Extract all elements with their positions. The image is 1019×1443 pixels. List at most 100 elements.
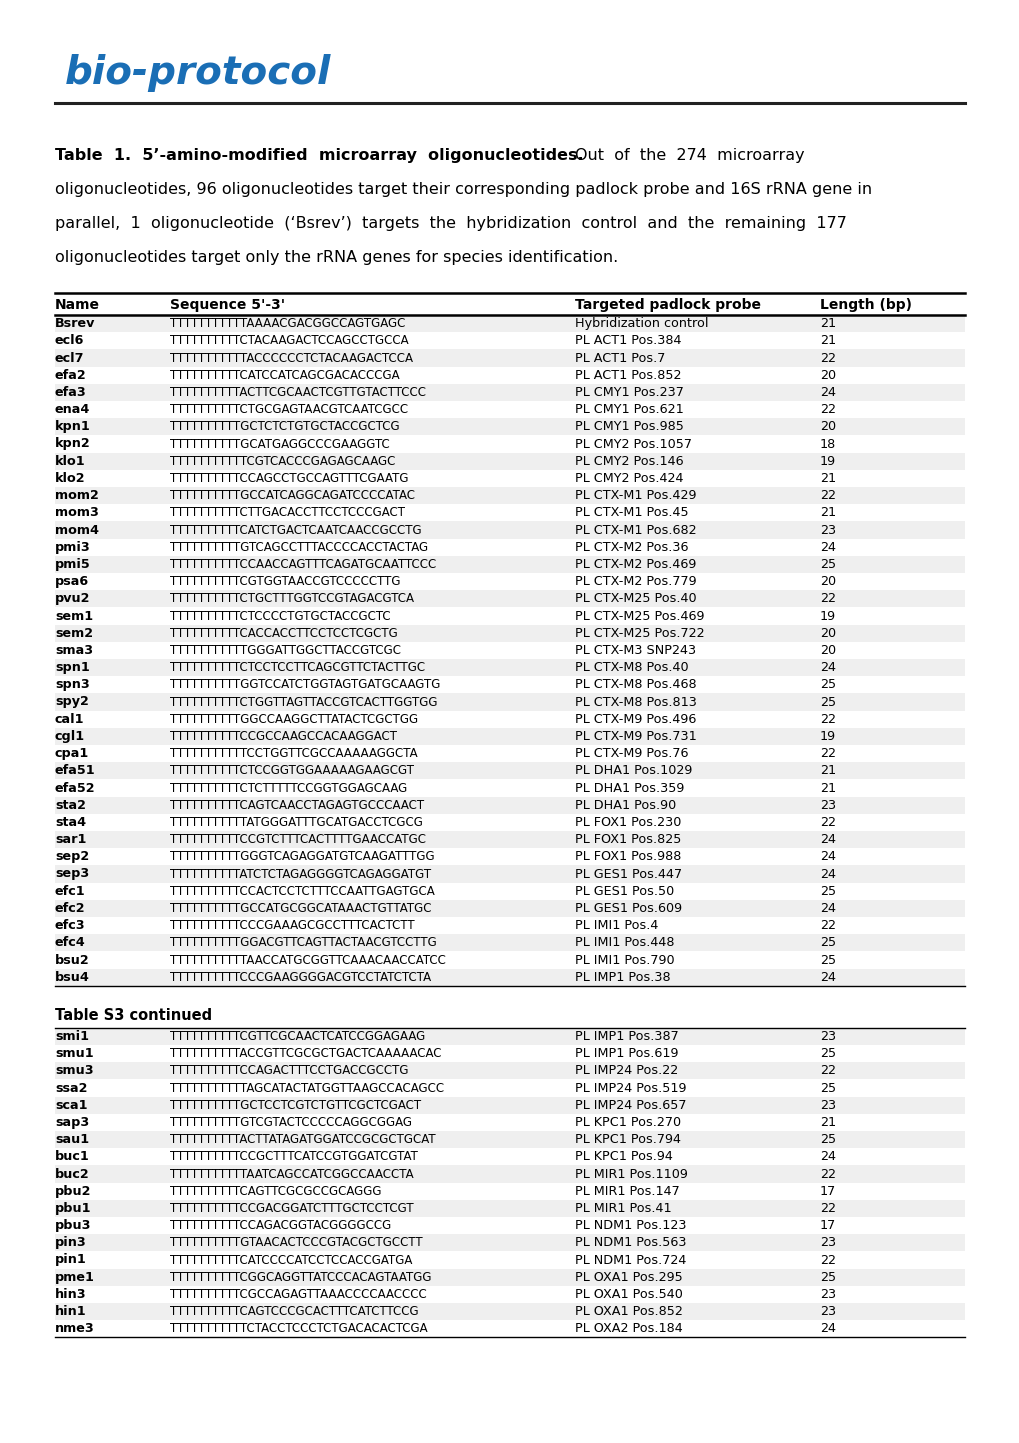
Text: PL CMY1 Pos.985: PL CMY1 Pos.985 [575,420,683,433]
Text: PL FOX1 Pos.230: PL FOX1 Pos.230 [575,815,681,828]
Bar [55,1166,964,1183]
Text: 20: 20 [819,420,836,433]
Bar [55,727,964,745]
Bar [55,590,964,608]
Text: TTTTTTTTTTGTCGTACTCCCCCAGGCGGAG: TTTTTTTTTTGTCGTACTCCCCCAGGCGGAG [170,1115,412,1128]
Text: TTTTTTTTTTCATCCCCATCCTCCACCGATGA: TTTTTTTTTTCATCCCCATCCTCCACCGATGA [170,1254,412,1267]
Text: buc1: buc1 [55,1150,90,1163]
Text: 22: 22 [819,713,836,726]
Text: TTTTTTTTTTCCAGACGGTACGGGGCCG: TTTTTTTTTTCCAGACGGTACGGGGCCG [170,1219,391,1232]
Text: kpn2: kpn2 [55,437,91,450]
Bar [55,762,964,779]
Text: PL ACT1 Pos.7: PL ACT1 Pos.7 [575,352,664,365]
Text: TTTTTTTTTTGGACGTTCAGTTACTAACGTCCTTG: TTTTTTTTTTGGACGTTCAGTTACTAACGTCCTTG [170,937,436,949]
Text: Table  1.  5’-amino-modified  microarray  oligonucleotides.: Table 1. 5’-amino-modified microarray ol… [55,149,583,163]
Text: mom4: mom4 [55,524,99,537]
Text: PL CMY1 Pos.237: PL CMY1 Pos.237 [575,385,683,398]
Text: 18: 18 [819,437,836,450]
Text: bio-protocol: bio-protocol [65,53,331,92]
Text: 24: 24 [819,541,836,554]
Text: TTTTTTTTTTCCAGACTTTCCTGACCGCCTG: TTTTTTTTTTCCAGACTTTCCTGACCGCCTG [170,1065,408,1078]
Text: 25: 25 [819,1048,836,1061]
Text: pbu1: pbu1 [55,1202,92,1215]
Text: TTTTTTTTTTTGGGATTGGCTTACCGTCGC: TTTTTTTTTTTGGGATTGGCTTACCGTCGC [170,644,400,657]
Text: PL IMP1 Pos.619: PL IMP1 Pos.619 [575,1048,678,1061]
Text: sep2: sep2 [55,850,90,863]
Text: TTTTTTTTTTTAATCAGCCATCGGCCAACCTA: TTTTTTTTTTTAATCAGCCATCGGCCAACCTA [170,1167,414,1180]
Text: PL CTX-M25 Pos.469: PL CTX-M25 Pos.469 [575,609,704,622]
Text: PL IMI1 Pos.448: PL IMI1 Pos.448 [575,937,674,949]
Text: 25: 25 [819,696,836,709]
Text: PL GES1 Pos.447: PL GES1 Pos.447 [575,867,682,880]
Text: PL IMP24 Pos.22: PL IMP24 Pos.22 [575,1065,678,1078]
Text: 22: 22 [819,352,836,365]
Bar [55,1234,964,1251]
Text: TTTTTTTTTTCAGTTCGCGCCGCAGGG: TTTTTTTTTTCAGTTCGCGCCGCAGGG [170,1185,381,1198]
Text: klo1: klo1 [55,455,86,468]
Bar [55,1062,964,1079]
Text: PL CTX-M2 Pos.779: PL CTX-M2 Pos.779 [575,576,696,589]
Text: 23: 23 [819,1237,836,1250]
Text: PL CTX-M1 Pos.429: PL CTX-M1 Pos.429 [575,489,696,502]
Text: TTTTTTTTTTCCCGAAAGCGCCTTTCACTCTT: TTTTTTTTTTCCCGAAAGCGCCTTTCACTCTT [170,919,414,932]
Text: 25: 25 [819,1081,836,1094]
Text: 22: 22 [819,1254,836,1267]
Text: 24: 24 [819,833,836,846]
Text: Table S3 continued: Table S3 continued [55,1007,212,1023]
Text: efc1: efc1 [55,885,86,898]
Text: nme3: nme3 [55,1322,95,1335]
Text: 20: 20 [819,576,836,589]
Text: 21: 21 [819,506,836,519]
Text: 23: 23 [819,1030,836,1043]
Text: mom3: mom3 [55,506,99,519]
Text: PL IMP1 Pos.387: PL IMP1 Pos.387 [575,1030,678,1043]
Text: TTTTTTTTTTGGCCAAGGCTTATACTCGCTGG: TTTTTTTTTTGGCCAAGGCTTATACTCGCTGG [170,713,418,726]
Text: TTTTTTTTTTTATGGGATTTGCATGACCTCGCG: TTTTTTTTTTTATGGGATTTGCATGACCTCGCG [170,815,423,828]
Text: 24: 24 [819,867,836,880]
Text: 24: 24 [819,661,836,674]
Text: 24: 24 [819,902,836,915]
Text: 17: 17 [819,1185,836,1198]
Text: TTTTTTTTTTGTCAGCCTTTACCCCACCTACTAG: TTTTTTTTTTGTCAGCCTTTACCCCACCTACTAG [170,541,428,554]
Text: PL ACT1 Pos.852: PL ACT1 Pos.852 [575,369,681,382]
Text: 20: 20 [819,369,836,382]
Text: 21: 21 [819,1115,836,1128]
Bar [55,1027,964,1045]
Text: 22: 22 [819,592,836,605]
Text: klo2: klo2 [55,472,86,485]
Text: sep3: sep3 [55,867,90,880]
Bar [55,1131,964,1149]
Text: pbu3: pbu3 [55,1219,92,1232]
Text: PL MIR1 Pos.147: PL MIR1 Pos.147 [575,1185,679,1198]
Text: 19: 19 [819,730,836,743]
Text: mom2: mom2 [55,489,99,502]
Text: TTTTTTTTTTGCTCTCTGTGCTACCGCTCG: TTTTTTTTTTGCTCTCTGTGCTACCGCTCG [170,420,399,433]
Bar [55,418,964,436]
Text: PL NDM1 Pos.563: PL NDM1 Pos.563 [575,1237,686,1250]
Text: 22: 22 [819,1202,836,1215]
Text: PL CTX-M8 Pos.40: PL CTX-M8 Pos.40 [575,661,688,674]
Text: PL IMP24 Pos.657: PL IMP24 Pos.657 [575,1098,686,1111]
Text: 24: 24 [819,1150,836,1163]
Text: 22: 22 [819,815,836,828]
Text: 20: 20 [819,626,836,639]
Text: 25: 25 [819,885,836,898]
Text: sta2: sta2 [55,798,86,812]
Bar [55,486,964,504]
Text: TTTTTTTTTTCCGTCTTTCACTTTTGAACCATGC: TTTTTTTTTTCCGTCTTTCACTTTTGAACCATGC [170,833,426,846]
Text: PL CTX-M1 Pos.682: PL CTX-M1 Pos.682 [575,524,696,537]
Text: 21: 21 [819,765,836,778]
Text: ecl6: ecl6 [55,335,85,348]
Text: PL KPC1 Pos.94: PL KPC1 Pos.94 [575,1150,673,1163]
Text: pvu2: pvu2 [55,592,91,605]
Text: Out  of  the  274  microarray: Out of the 274 microarray [575,149,804,163]
Text: 21: 21 [819,782,836,795]
Text: TTTTTTTTTTCTCTTTTTCCGGTGGAGCAAG: TTTTTTTTTTCTCTTTTTCCGGTGGAGCAAG [170,782,407,795]
Text: 24: 24 [819,850,836,863]
Text: efa2: efa2 [55,369,87,382]
Text: TTTTTTTTTTCCAGCCTGCCAGTTTCGAATG: TTTTTTTTTTCCAGCCTGCCAGTTTCGAATG [170,472,408,485]
Bar [55,1268,964,1286]
Text: 22: 22 [819,1065,836,1078]
Text: PL GES1 Pos.609: PL GES1 Pos.609 [575,902,682,915]
Text: PL ACT1 Pos.384: PL ACT1 Pos.384 [575,335,681,348]
